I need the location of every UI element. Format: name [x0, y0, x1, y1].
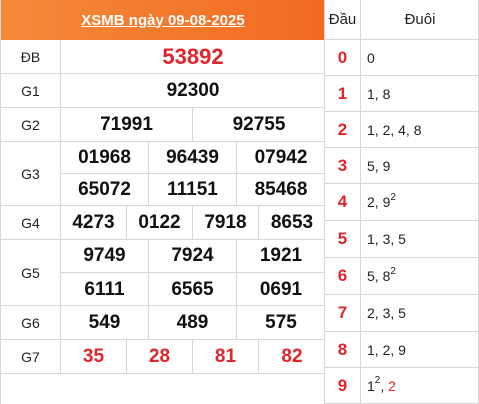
- head-digit: 8: [325, 332, 361, 367]
- prize-label: G3: [1, 142, 61, 205]
- tail-digits: 5, 9: [367, 157, 391, 174]
- tail-digits: 1, 2, 9: [367, 341, 406, 358]
- prize-number: 7918: [193, 206, 259, 240]
- tail-digits: 1, 2, 4, 8: [367, 121, 422, 138]
- head-digit: 0: [325, 40, 361, 75]
- results-header: XSMB ngày 09-08-2025: [1, 0, 325, 40]
- prize-label: G6: [1, 306, 61, 339]
- head-digit: 3: [325, 148, 361, 183]
- tail-digits: 1, 3, 5: [367, 231, 406, 247]
- prize-number: 7924: [149, 240, 237, 273]
- prize-label: ĐB: [1, 40, 61, 73]
- repeat-count: 2: [390, 265, 396, 277]
- prize-row-g3: G3 01968 96439 07942 65072 11151 85468: [1, 142, 325, 206]
- prize-label: G1: [1, 74, 61, 107]
- head-digit: 9: [325, 368, 361, 403]
- head-digit: 5: [325, 221, 361, 257]
- repeat-count: 2: [390, 191, 396, 203]
- head-digit: 1: [325, 76, 361, 111]
- head-digit: 4: [325, 184, 361, 220]
- prize-number: 6111: [61, 273, 149, 306]
- tail-digits: 0: [367, 49, 375, 66]
- tail-digits-text: 5, 8: [367, 268, 391, 284]
- tail-separator: ,: [380, 377, 389, 394]
- head-tail-row: 3 5, 9: [325, 148, 479, 184]
- prize-number: 82: [281, 346, 303, 367]
- prize-number: 35: [61, 340, 127, 374]
- head-tail-row: 0 0: [325, 40, 479, 76]
- prize-row-g1: G1 92300: [1, 74, 325, 108]
- head-tail-row: 2 1, 2, 4, 8: [325, 112, 479, 148]
- prize-number: 549: [61, 306, 149, 340]
- prize-row-g5: G5 9749 7924 1921 6111 6565 0691: [1, 240, 325, 306]
- prize-number: 81: [193, 340, 259, 374]
- head-digit: 2: [325, 112, 361, 147]
- tail-digits-text: 1: [367, 377, 375, 394]
- repeat-count: 2: [374, 375, 381, 386]
- head-tail-row: 1 1, 8: [325, 76, 479, 112]
- results-title-link[interactable]: XSMB ngày 09-08-2025: [81, 11, 245, 29]
- tail-digits-text: 2, 9: [367, 194, 391, 210]
- col-head-label: Đầu: [325, 0, 361, 39]
- head-tail-table: Đầu Đuôi 0 0 1 1, 8 2 1, 2, 4, 8 3 5, 9 …: [324, 0, 479, 404]
- prize-row-g6: G6 549 489 575: [1, 306, 325, 340]
- tail-digits: 1, 8: [367, 85, 391, 102]
- head-tail-row: 8 1, 2, 9: [325, 332, 479, 368]
- prize-number: 28: [127, 340, 193, 374]
- prize-label: G4: [1, 206, 61, 239]
- prize-number: 9749: [61, 240, 149, 273]
- prize-number: 71991: [61, 108, 193, 142]
- prize-number: 11151: [149, 174, 237, 206]
- prize-number: 1921: [237, 240, 325, 273]
- special-prize-number: 53892: [162, 44, 224, 69]
- prize-label: G2: [1, 108, 61, 141]
- head-tail-row: 7 2, 3, 5: [325, 295, 479, 332]
- prize-number: 489: [149, 306, 237, 340]
- results-table: XSMB ngày 09-08-2025 ĐB 53892 G1 92300 G…: [0, 0, 325, 404]
- prize-number: 0691: [259, 278, 303, 300]
- col-tail-label: Đuôi: [404, 11, 436, 28]
- prize-number: 4273: [61, 206, 127, 240]
- prize-number: 92755: [232, 114, 286, 135]
- prize-number: 0122: [127, 206, 193, 240]
- prize-number: 07942: [237, 142, 325, 174]
- head-digit: 7: [325, 295, 361, 331]
- head-digit: 6: [325, 258, 361, 294]
- special-tail-digit: 2: [388, 377, 396, 394]
- prize-row-g7: G7 35 28 81 82: [1, 340, 325, 374]
- prize-number: 85468: [254, 179, 308, 200]
- prize-label: G5: [1, 240, 61, 305]
- prize-number: 01968: [61, 142, 149, 174]
- prize-number: 575: [265, 312, 297, 333]
- prize-number: 92300: [166, 80, 220, 101]
- prize-number: 6565: [149, 273, 237, 306]
- tail-digits: 2, 3, 5: [367, 305, 406, 321]
- prize-number: 8653: [270, 212, 314, 233]
- head-tail-header: Đầu Đuôi: [325, 0, 479, 40]
- prize-label: G7: [1, 340, 61, 373]
- prize-row-g2: G2 71991 92755: [1, 108, 325, 142]
- prize-number: 65072: [61, 174, 149, 206]
- prize-number: 96439: [149, 142, 237, 174]
- head-tail-row: 5 1, 3, 5: [325, 221, 479, 258]
- prize-row-g4: G4 4273 0122 7918 8653: [1, 206, 325, 240]
- prize-row-db: ĐB 53892: [1, 40, 325, 74]
